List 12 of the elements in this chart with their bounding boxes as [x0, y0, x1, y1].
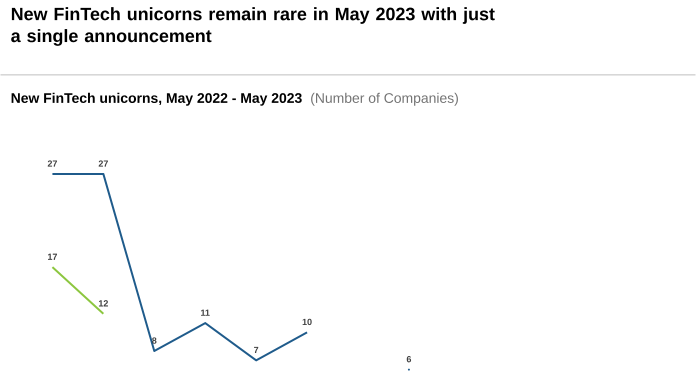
- data-label: 11: [201, 309, 210, 316]
- y-axis-title: (Number of Companies): [311, 92, 458, 106]
- data-label: 17: [48, 253, 58, 260]
- chart-subtitle: New FinTech unicorns, May 2022 - May 2023: [12, 92, 302, 106]
- data-label: 6: [406, 356, 412, 362]
- data-label: 27: [48, 160, 58, 166]
- data-label: 10: [302, 318, 312, 325]
- data-label: 7: [254, 346, 258, 353]
- data-label: 27: [98, 160, 108, 166]
- chart-title: New FinTech unicorns remain rare in May 2023 with just a single announcement: [11, 6, 495, 46]
- data-label: 12: [98, 300, 108, 306]
- data-label: 8: [152, 337, 157, 344]
